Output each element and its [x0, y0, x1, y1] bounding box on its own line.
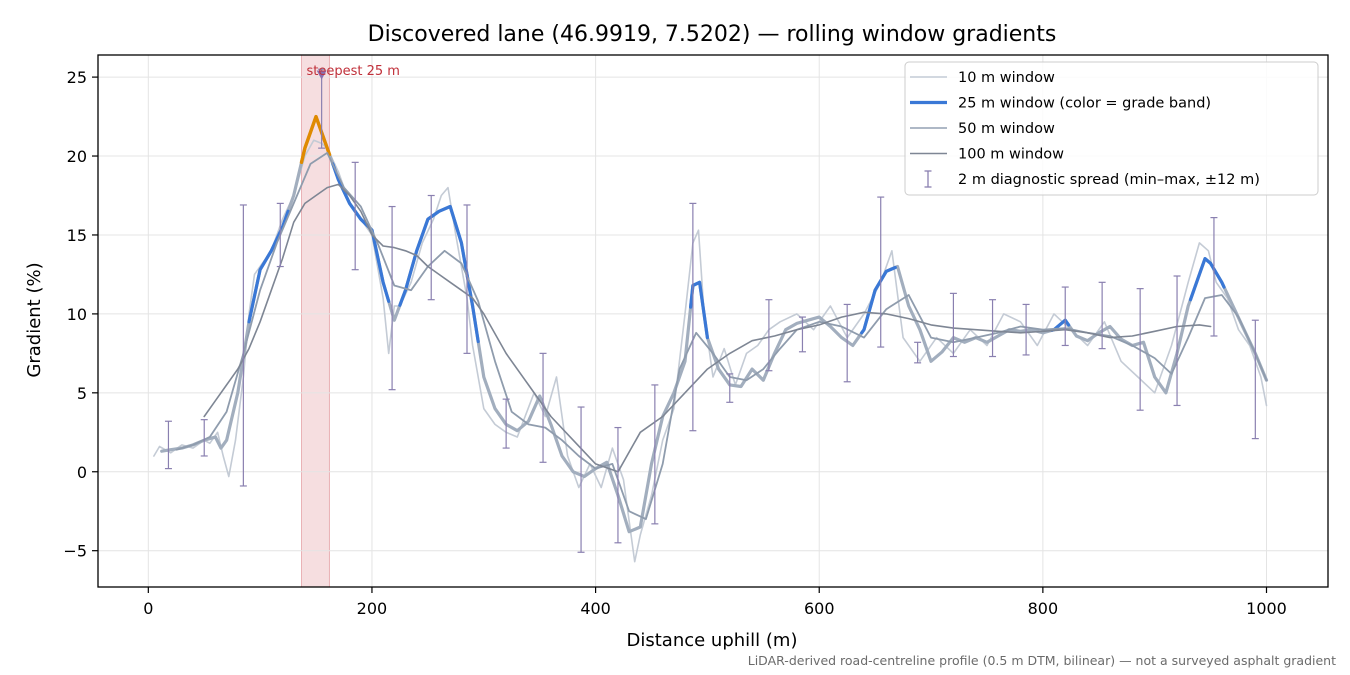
- error-bar: [388, 205, 396, 391]
- error-bar: [614, 426, 622, 544]
- grade-band-segment: [1188, 257, 1226, 302]
- series-lines: [153, 114, 1269, 563]
- grade-band-segment: [860, 265, 897, 335]
- error-bar: [351, 161, 359, 271]
- legend-label: 10 m window: [958, 70, 1055, 86]
- highlight-band: [301, 54, 330, 588]
- legend-box: [904, 61, 1319, 196]
- error-bar: [1022, 303, 1030, 356]
- error-bar: [276, 202, 284, 268]
- legend: 10 m window 25 m window (color = grade ba…: [904, 61, 1319, 196]
- chart-title: Discovered lane (46.9919, 7.5202) — roll…: [368, 22, 1057, 47]
- error-bar: [843, 303, 851, 383]
- legend-item: 50 m window: [910, 121, 1055, 137]
- error-bar: [765, 299, 773, 372]
- x-tick-label: 1000: [1246, 599, 1287, 618]
- y-tick-label: 5: [77, 384, 87, 403]
- error-bar: [1098, 281, 1106, 350]
- error-bar: [651, 384, 659, 525]
- legend-item: 2 m diagnostic spread (min–max, ±12 m): [924, 170, 1260, 188]
- legend-label: 50 m window: [958, 121, 1055, 137]
- x-tick-label: 0: [143, 599, 153, 618]
- error-bar: [1061, 286, 1069, 347]
- grade-band-segment: [331, 162, 391, 303]
- x-tick-label: 800: [1028, 599, 1059, 618]
- error-bar: [1136, 288, 1144, 411]
- legend-item: 10 m window: [910, 70, 1055, 86]
- error-bar: [877, 196, 885, 348]
- error-bar: [463, 204, 471, 354]
- y-tick-label: 20: [67, 147, 87, 166]
- error-bar: [726, 373, 734, 403]
- legend-label: 2 m diagnostic spread (min–max, ±12 m): [958, 172, 1260, 188]
- error-bar: [539, 352, 547, 463]
- x-tick-label: 400: [580, 599, 611, 618]
- error-bar: [798, 316, 806, 353]
- error-bar: [318, 68, 326, 149]
- x-tick-label: 600: [804, 599, 835, 618]
- y-axis-label: Gradient (%): [24, 262, 45, 377]
- footnote: LiDAR-derived road-centreline profile (0…: [748, 653, 1336, 668]
- error-bar: [1210, 216, 1218, 337]
- y-tick-label: 0: [77, 463, 87, 482]
- legend-item: 100 m window: [910, 147, 1064, 163]
- x-tick-label: 200: [357, 599, 388, 618]
- error-bar: [1251, 319, 1259, 440]
- diagnostic-error-bars: [164, 68, 1259, 553]
- error-bar: [949, 292, 957, 358]
- legend-item: 25 m window (color = grade band): [910, 96, 1211, 112]
- grade-band-segment: [689, 280, 709, 340]
- y-tick-label: −5: [63, 542, 87, 561]
- steep-grade-segment: [299, 114, 332, 164]
- x-axis-label: Distance uphill (m): [627, 630, 798, 651]
- error-bar: [164, 420, 172, 470]
- x-axis-ticks: 0 200 400 600 800 1000: [143, 587, 1287, 618]
- error-bar: [1173, 275, 1181, 407]
- y-axis-ticks: −5 0 5 10 15 20 25: [63, 68, 98, 561]
- error-bar: [200, 419, 208, 457]
- error-bar: [989, 299, 997, 358]
- steepest-label: steepest 25 m: [307, 64, 400, 79]
- legend-label: 25 m window (color = grade band): [958, 96, 1211, 112]
- error-bar: [577, 406, 585, 553]
- legend-label: 100 m window: [958, 147, 1064, 163]
- error-bar: [914, 341, 922, 364]
- grade-band-segment: [398, 204, 480, 344]
- error-bar: [239, 204, 247, 487]
- y-tick-label: 25: [67, 68, 87, 87]
- steepest-segment-band: [301, 54, 330, 588]
- plot-frame: [97, 54, 1329, 588]
- steepest-annotation: steepest 25 m: [307, 64, 400, 80]
- grade-band-segment: [247, 209, 290, 324]
- error-bar: [502, 398, 510, 449]
- steepest-marker: [316, 70, 327, 80]
- error-bar: [427, 194, 435, 301]
- error-bar: [689, 202, 697, 432]
- series-line-100-m-window: [203, 183, 1212, 473]
- y-tick-label: 10: [67, 305, 87, 324]
- y-tick-label: 15: [67, 226, 87, 245]
